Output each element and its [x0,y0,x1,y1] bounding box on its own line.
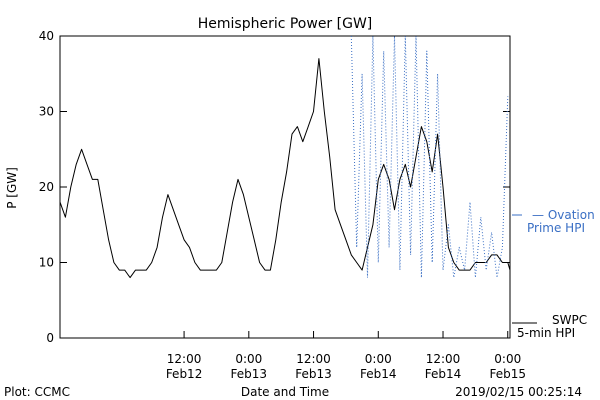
legend: — Ovation Prime HPI SWPC 5-min HPI [512,208,595,340]
x-tick-time-1: 0:00 [235,352,262,366]
chart-title: Hemispheric Power [GW] [198,16,373,32]
x-axis-ticks: 12:00Feb120:00Feb1312:00Feb130:00Feb1412… [166,331,526,381]
x-axis-label: Date and Time [241,385,329,399]
y-tick-label-3: 30 [39,105,54,119]
x-tick-date-0: Feb12 [166,367,203,381]
x-tick-date-5: Feb15 [489,367,526,381]
x-tick-time-4: 12:00 [426,352,461,366]
ovation-prime-hpi-line [350,35,509,279]
y-tick-label-2: 20 [39,180,54,194]
x-tick-time-2: 12:00 [296,352,331,366]
x-tick-date-2: Feb13 [295,367,332,381]
y-tick-label-0: 0 [46,331,54,345]
y-axis-ticks: 0 10 20 30 40 [39,29,510,345]
data-series [59,35,511,279]
x-tick-date-1: Feb13 [231,367,268,381]
plot-timestamp: 2019/02/15 00:25:14 [455,385,582,399]
legend-swpc-label-2: 5-min HPI [517,326,575,340]
legend-ovation-label-1: — Ovation [532,208,595,222]
legend-swpc-label-1: SWPC [552,313,587,327]
x-tick-date-3: Feb14 [360,367,397,381]
x-tick-time-5: 0:00 [494,352,521,366]
x-tick-time-3: 0:00 [365,352,392,366]
y-tick-label-4: 40 [39,29,54,43]
x-tick-time-0: 12:00 [167,352,202,366]
y-axis-label: P [GW] [5,167,19,209]
legend-ovation-label-2: Prime HPI [527,221,585,235]
y-tick-label-1: 10 [39,256,54,270]
swpc-hpi-line [59,58,511,279]
x-tick-date-4: Feb14 [425,367,462,381]
plot-credit: Plot: CCMC [4,385,70,399]
